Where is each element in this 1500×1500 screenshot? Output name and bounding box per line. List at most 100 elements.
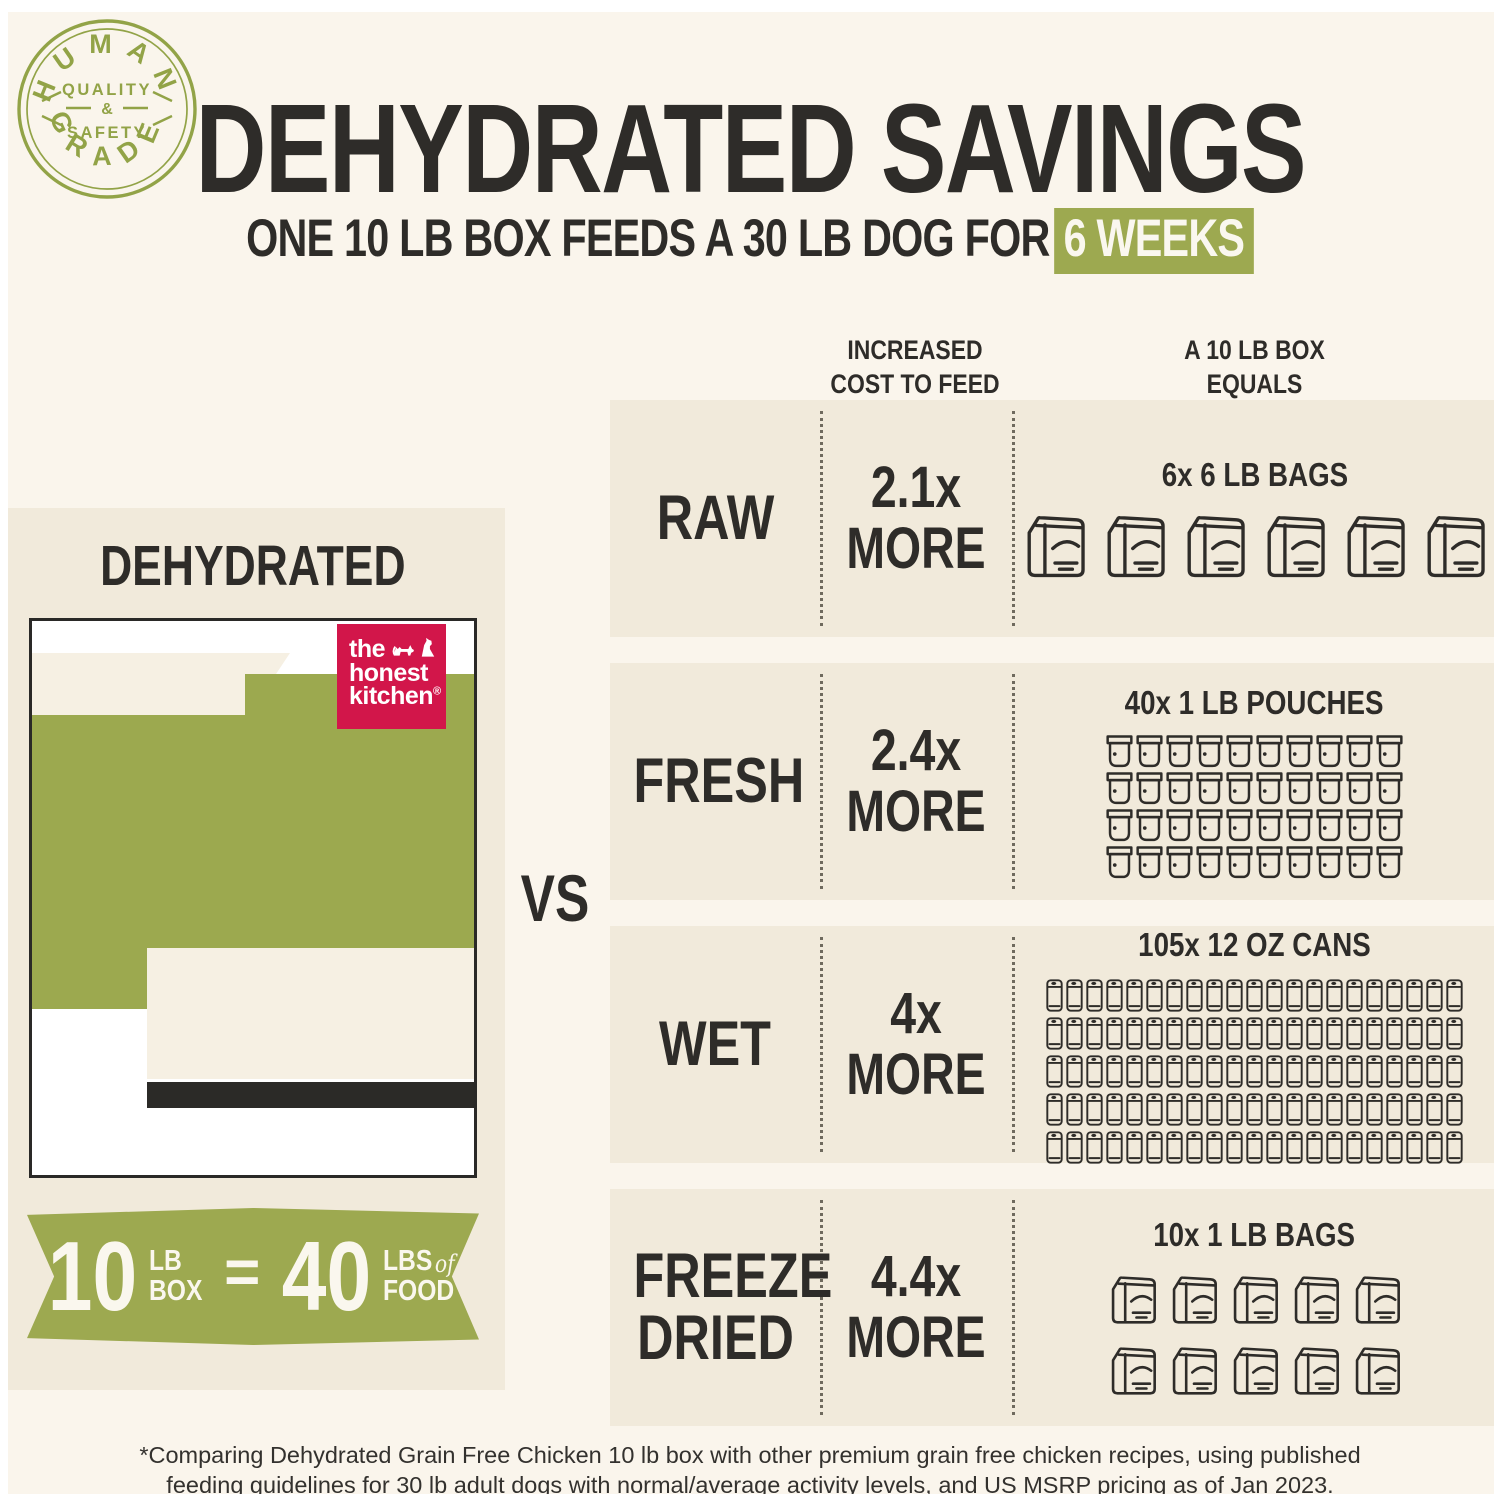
bag-icon <box>1172 1346 1217 1395</box>
can-icon <box>1446 1055 1463 1088</box>
pouch-icon <box>1106 808 1133 841</box>
row-label: RAW <box>656 482 774 553</box>
can-icon <box>1166 1055 1183 1088</box>
can-icon <box>1426 1093 1443 1126</box>
subtitle-highlight: 6 WEEKS <box>1054 208 1254 274</box>
pouch-icon <box>1376 845 1403 878</box>
bag-icon <box>1294 1275 1339 1324</box>
row-fresh: FRESH 2.4x MORE 40x 1 LB POUCHES <box>610 663 1497 900</box>
can-icon <box>1166 1131 1183 1164</box>
pouch-icon <box>1226 771 1253 804</box>
pouch-icon <box>1106 845 1133 878</box>
pouch-icon <box>1346 771 1373 804</box>
can-icon <box>1266 1131 1283 1164</box>
dotted-separator <box>820 411 823 626</box>
can-icon <box>1126 1055 1143 1088</box>
banner-lbs: LBS <box>383 1244 433 1277</box>
can-icon <box>1306 1017 1323 1050</box>
can-icon <box>1246 979 1263 1012</box>
can-icon <box>1206 1131 1223 1164</box>
can-icon <box>1446 979 1463 1012</box>
bag-icon <box>1107 515 1165 578</box>
dotted-separator <box>820 674 823 889</box>
bag-icon <box>1111 1275 1156 1324</box>
pouch-icon <box>1316 771 1343 804</box>
row-equals-label: 40x 1 LB POUCHES <box>1125 683 1384 721</box>
bag-icon <box>1187 515 1245 578</box>
can-icon <box>1326 1093 1343 1126</box>
box-cream-inset <box>147 948 474 1079</box>
pouch-icon <box>1256 808 1283 841</box>
can-icon <box>1246 1017 1263 1050</box>
can-icon <box>1366 1093 1383 1126</box>
can-icon <box>1266 1055 1283 1088</box>
can-icon <box>1346 979 1363 1012</box>
bag-icon <box>1355 1346 1400 1395</box>
can-icon <box>1286 1093 1303 1126</box>
can-icon <box>1046 979 1063 1012</box>
can-icon <box>1366 1055 1383 1088</box>
pouch-icon <box>1136 734 1163 767</box>
row-cost-multiplier: 4.4x <box>870 1243 962 1309</box>
can-icon <box>1206 1055 1223 1088</box>
dehydrated-panel: DEHYDRATED the honest kitchen® <box>0 508 505 1390</box>
can-icon <box>1166 1017 1183 1050</box>
badge-quality-text: QUALITY <box>62 81 152 99</box>
can-icon <box>1366 979 1383 1012</box>
can-icon <box>1426 1131 1443 1164</box>
pouch-icon <box>1136 845 1163 878</box>
badge-ampersand: & <box>101 101 113 118</box>
dotted-separator <box>820 1200 823 1415</box>
can-icon <box>1106 1017 1123 1050</box>
can-icon <box>1406 1017 1423 1050</box>
row-cost-multiplier: 4x <box>890 981 942 1047</box>
bag-icon <box>1233 1346 1278 1395</box>
can-icon <box>1166 1093 1183 1126</box>
can-icon <box>1266 1093 1283 1126</box>
pouch-icon <box>1196 771 1223 804</box>
pouch-icon <box>1106 771 1133 804</box>
pouch-icon <box>1196 808 1223 841</box>
bag-icon <box>1172 1275 1217 1324</box>
pouch-icon <box>1256 734 1283 767</box>
cat-dog-icon <box>392 637 435 657</box>
can-icon <box>1186 1017 1203 1050</box>
white-edge-bottom <box>0 1494 1500 1500</box>
can-icon <box>1346 1055 1363 1088</box>
pouch-icon <box>1286 845 1313 878</box>
can-icon <box>1286 1017 1303 1050</box>
box-green-area <box>32 715 474 948</box>
can-icon <box>1266 1017 1283 1050</box>
pouch-icon <box>1316 734 1343 767</box>
can-icon <box>1086 1093 1103 1126</box>
pouch-icon <box>1136 771 1163 804</box>
dotted-separator <box>1012 1200 1015 1415</box>
vs-label: VS <box>520 861 590 935</box>
can-icon <box>1246 1055 1263 1088</box>
can-icon <box>1046 1131 1063 1164</box>
bag-icon <box>1355 1275 1400 1324</box>
pouch-icon <box>1286 734 1313 767</box>
pouch-icon <box>1166 771 1193 804</box>
dotted-separator <box>820 937 823 1152</box>
row-equals-label: 6x 6 LB BAGS <box>1161 456 1348 493</box>
subtitle-text: ONE 10 LB BOX FEEDS A 30 LB DOG FOR <box>246 209 1050 268</box>
can-icon <box>1246 1093 1263 1126</box>
footnote: *Comparing Dehydrated Grain Free Chicken… <box>139 1442 1361 1499</box>
can-icon <box>1086 1055 1103 1088</box>
pouch-icon <box>1166 808 1193 841</box>
dotted-separator <box>1012 674 1015 889</box>
banner-lb: LB <box>149 1244 183 1277</box>
can-icon <box>1106 979 1123 1012</box>
banner-40: 40 <box>282 1221 372 1332</box>
can-icon <box>1246 1131 1263 1164</box>
can-icon <box>1366 1131 1383 1164</box>
dehydrated-heading: DEHYDRATED <box>99 534 406 598</box>
can-icon <box>1066 1093 1083 1126</box>
pouch-icon <box>1286 808 1313 841</box>
can-icon <box>1206 1093 1223 1126</box>
row-cost-more: MORE <box>846 515 986 581</box>
can-icon <box>1366 1017 1383 1050</box>
can-icon <box>1106 1055 1123 1088</box>
row-cost-multiplier: 2.4x <box>870 717 962 783</box>
